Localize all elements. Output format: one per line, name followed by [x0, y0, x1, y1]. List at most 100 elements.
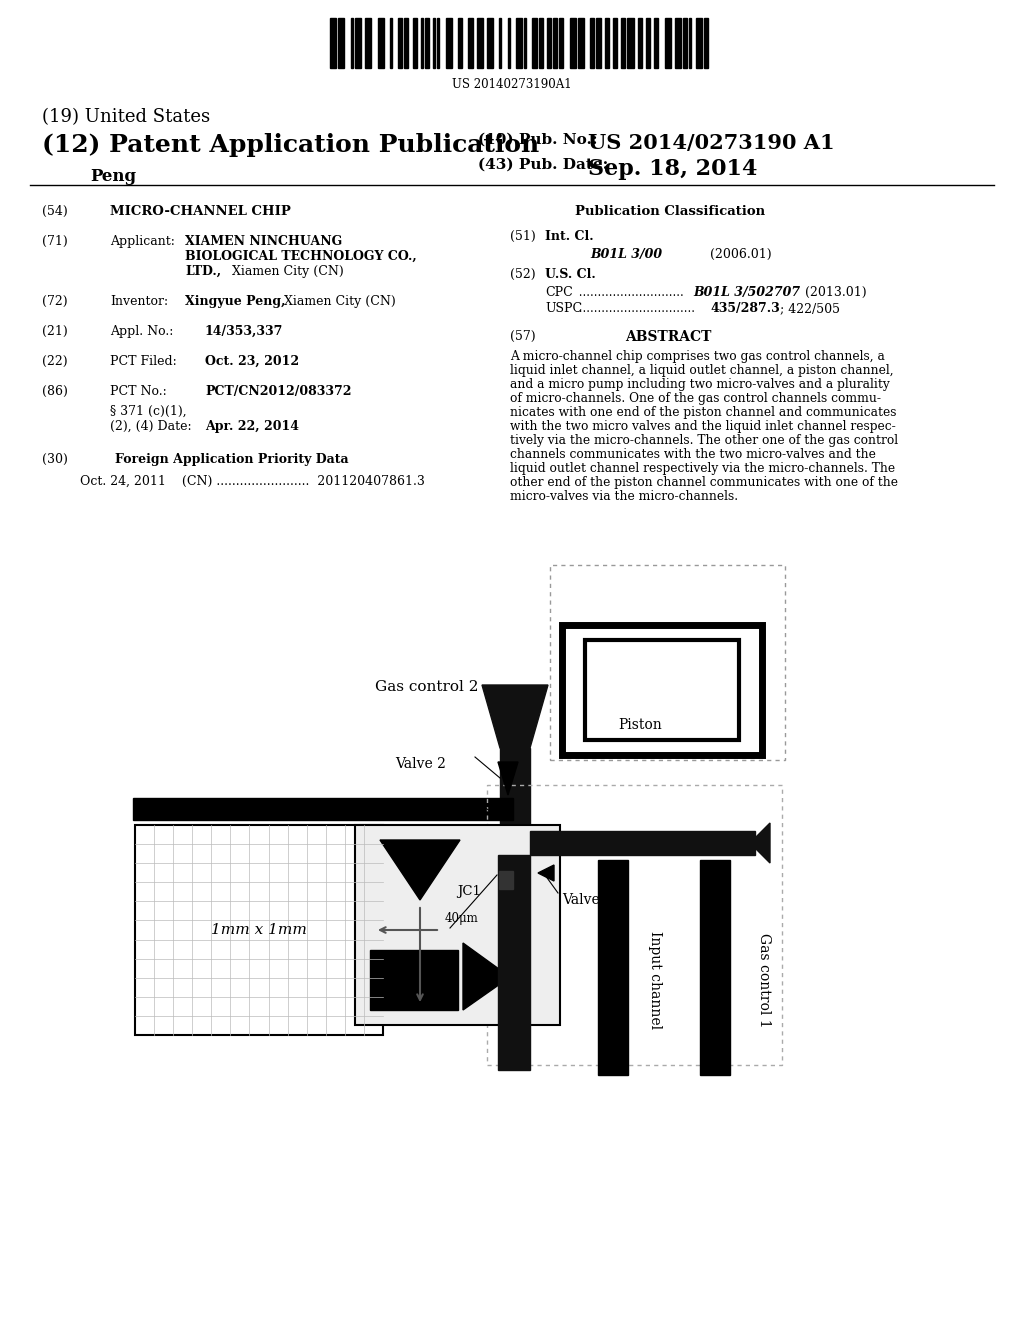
Text: (2013.01): (2013.01) [805, 286, 866, 300]
Text: (52): (52) [510, 268, 536, 281]
Bar [638, 18, 642, 69]
Bar [338, 18, 344, 69]
Text: (10) Pub. No.:: (10) Pub. No.: [478, 133, 597, 147]
Text: Sep. 18, 2014: Sep. 18, 2014 [588, 158, 758, 180]
Bar [553, 18, 557, 69]
Bar [689, 18, 691, 69]
Bar [654, 18, 658, 69]
Text: Appl. No.:: Appl. No.: [110, 325, 173, 338]
Bar [508, 18, 510, 69]
Text: (54): (54) [42, 205, 68, 218]
Bar [532, 18, 537, 69]
Bar [559, 18, 563, 69]
Bar [378, 18, 384, 69]
Text: U.S. Cl.: U.S. Cl. [545, 268, 596, 281]
Text: Input channel: Input channel [648, 931, 662, 1030]
Text: (51): (51) [510, 230, 536, 243]
Text: CPC: CPC [545, 286, 572, 300]
Bar [703, 18, 708, 69]
Text: Int. Cl.: Int. Cl. [545, 230, 594, 243]
Bar [366, 18, 372, 69]
Bar [350, 18, 352, 69]
Text: Foreign Application Priority Data: Foreign Application Priority Data [115, 453, 348, 466]
Bar [646, 18, 650, 69]
Text: other end of the piston channel communicates with one of the: other end of the piston channel communic… [510, 477, 898, 488]
Bar [598, 861, 628, 1074]
Text: Piston: Piston [618, 718, 662, 733]
Bar [675, 18, 681, 69]
Text: ...............................: ............................... [575, 302, 695, 315]
Text: BIOLOGICAL TECHNOLOGY CO.,: BIOLOGICAL TECHNOLOGY CO., [185, 249, 417, 263]
Bar [700, 861, 730, 1074]
Text: tively via the micro-channels. The other one of the gas control: tively via the micro-channels. The other… [510, 434, 898, 447]
Text: (71): (71) [42, 235, 68, 248]
Text: Xiamen City (CN): Xiamen City (CN) [228, 265, 344, 279]
Text: (21): (21) [42, 325, 68, 338]
Bar [628, 18, 634, 69]
Bar [524, 18, 526, 69]
Bar [596, 18, 600, 69]
Bar [330, 18, 336, 69]
Bar [500, 748, 530, 865]
Bar [390, 18, 392, 69]
Bar [695, 18, 701, 69]
Bar [135, 825, 383, 1035]
Text: Valve 1: Valve 1 [562, 894, 613, 907]
Text: (43) Pub. Date:: (43) Pub. Date: [478, 158, 608, 172]
Text: LTD.,: LTD., [185, 265, 221, 279]
Bar [413, 18, 417, 69]
Text: (2), (4) Date:: (2), (4) Date: [110, 420, 191, 433]
Text: micro-valves via the micro-channels.: micro-valves via the micro-channels. [510, 490, 738, 503]
Text: Valve 2: Valve 2 [395, 756, 445, 771]
Text: PCT Filed:: PCT Filed: [110, 355, 177, 368]
Bar [421, 18, 423, 69]
Bar [562, 624, 762, 755]
Bar [665, 18, 671, 69]
Text: Xingyue Peng,: Xingyue Peng, [185, 294, 286, 308]
Polygon shape [482, 685, 548, 748]
Text: USPC: USPC [545, 302, 582, 315]
Text: (2006.01): (2006.01) [710, 248, 772, 261]
Bar [590, 18, 594, 69]
Text: Inventor:: Inventor: [110, 294, 168, 308]
Bar [585, 640, 739, 741]
Text: (30): (30) [42, 453, 68, 466]
Text: Publication Classification: Publication Classification [575, 205, 765, 218]
Text: JC2: JC2 [430, 800, 455, 814]
Text: ; 422/505: ; 422/505 [780, 302, 840, 315]
Polygon shape [538, 865, 554, 880]
Bar [354, 18, 361, 69]
Text: B01L 3/00: B01L 3/00 [590, 248, 663, 261]
Bar [425, 18, 429, 69]
Bar [355, 825, 560, 1026]
Text: PCT/CN2012/083372: PCT/CN2012/083372 [205, 385, 351, 399]
Bar [133, 799, 513, 820]
Text: Xiamen City (CN): Xiamen City (CN) [280, 294, 395, 308]
Text: (22): (22) [42, 355, 68, 368]
Text: (57): (57) [510, 330, 536, 343]
Text: 1mm x 1mm: 1mm x 1mm [211, 923, 307, 937]
Polygon shape [463, 942, 510, 1010]
Text: ............................: ............................ [575, 286, 684, 300]
Bar [613, 18, 617, 69]
Bar [445, 18, 452, 69]
Bar [404, 18, 409, 69]
Text: US 2014/0273190 A1: US 2014/0273190 A1 [588, 133, 835, 153]
Text: PCT No.:: PCT No.: [110, 385, 167, 399]
Text: nicates with one end of the piston channel and communicates: nicates with one end of the piston chann… [510, 407, 896, 418]
Bar [398, 18, 402, 69]
Bar [476, 18, 483, 69]
Text: 435/287.3: 435/287.3 [710, 302, 779, 315]
Text: Gas control 2: Gas control 2 [375, 680, 478, 694]
Text: channels communicates with the two micro-valves and the: channels communicates with the two micro… [510, 447, 876, 461]
Bar [487, 785, 782, 1065]
Polygon shape [380, 840, 460, 900]
Bar [433, 18, 435, 69]
Text: Output channel: Output channel [145, 800, 265, 814]
Bar [437, 18, 439, 69]
Bar [499, 871, 513, 888]
Text: liquid outlet channel respectively via the micro-channels. The: liquid outlet channel respectively via t… [510, 462, 895, 475]
Text: US 20140273190A1: US 20140273190A1 [453, 78, 571, 91]
Text: (86): (86) [42, 385, 68, 399]
Bar [458, 18, 462, 69]
